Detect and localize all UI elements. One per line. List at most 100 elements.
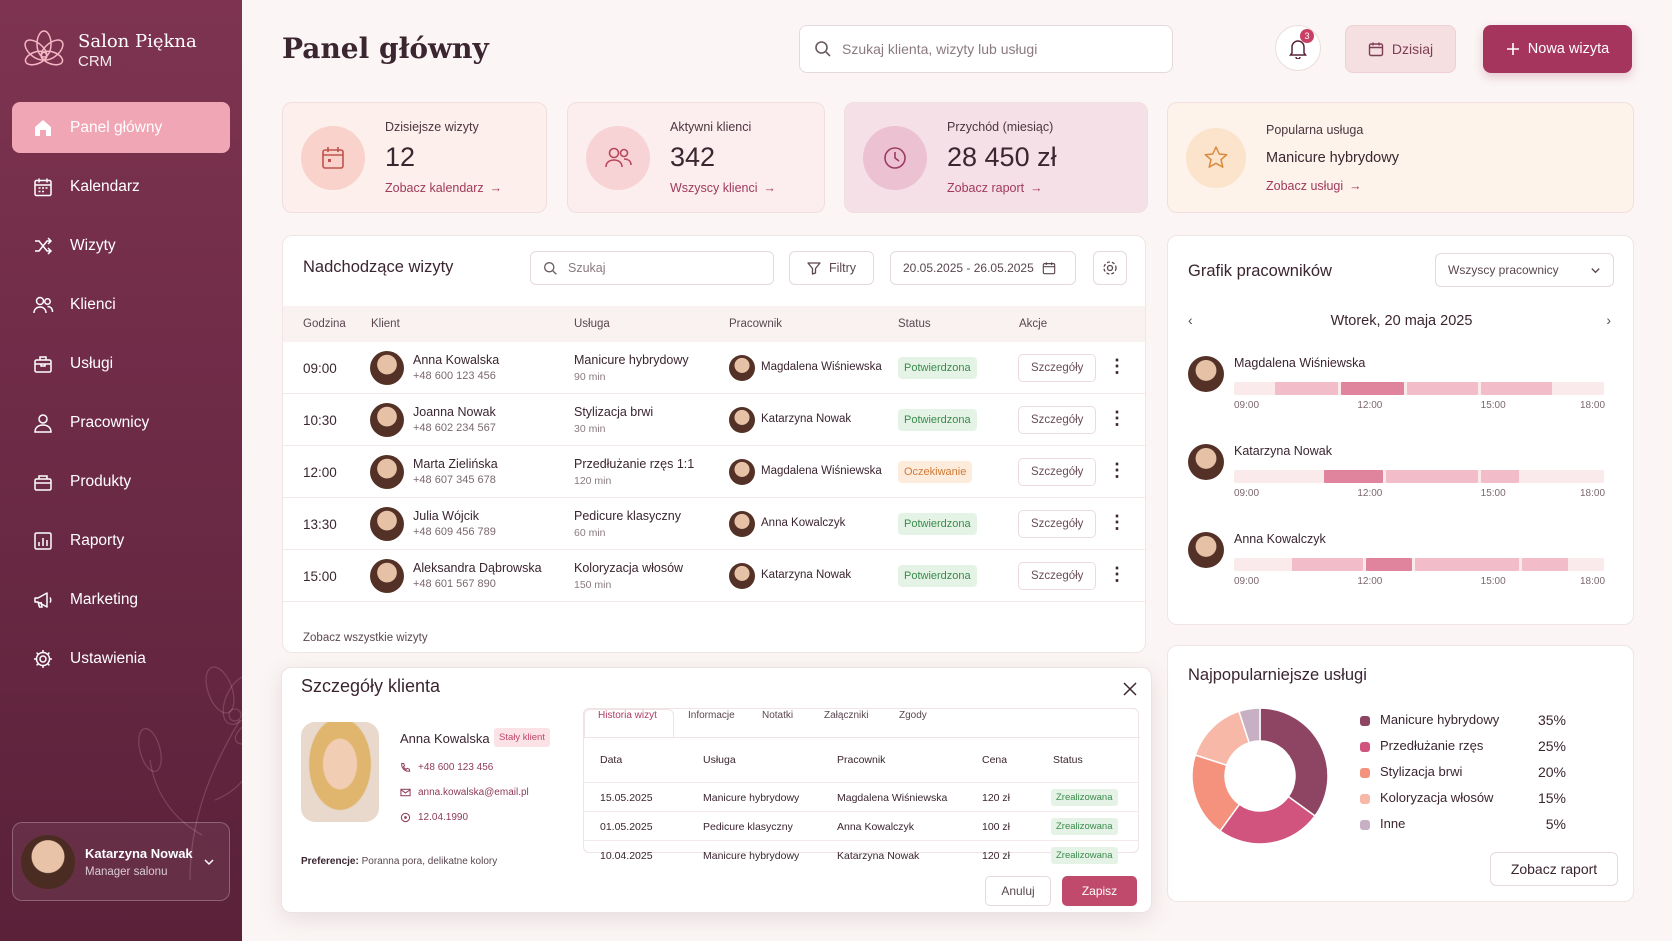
search-input[interactable]: Szukaj klienta, wizyty lub usługi [842, 41, 1038, 57]
table-row[interactable]: 12:00 Marta Zielińska +48 607 345 678 Pr… [283, 446, 1145, 498]
client-phone[interactable]: +48 600 123 456 [400, 762, 493, 773]
clock-icon [863, 125, 927, 190]
schedule-block[interactable] [1480, 470, 1519, 483]
kpi-link-services[interactable]: Zobacz usługi → [1266, 178, 1362, 193]
tab-attachments[interactable]: Załączniki [824, 710, 869, 721]
table-row[interactable]: 10:30 Joanna Nowak +48 602 234 567 Styli… [283, 394, 1145, 446]
users-icon [33, 296, 54, 313]
kpi-value: 28 450 zł [947, 142, 1057, 172]
service-name: Pedicure klasyczny [574, 509, 681, 523]
table-row[interactable]: 13:30 Julia Wójcik +48 609 456 789 Pedic… [283, 498, 1145, 550]
more-options-icon[interactable]: ⋮ [1108, 564, 1126, 584]
visit-time: 09:00 [303, 361, 337, 376]
tab-divider [584, 737, 1140, 738]
sidebar-item-shuffle[interactable]: Wizyty [12, 220, 230, 271]
details-button[interactable]: Szczegóły [1018, 458, 1097, 486]
kpi-link-calendar[interactable]: Zobacz kalendarz → [385, 181, 503, 195]
client-name[interactable]: Julia Wójcik [413, 509, 479, 523]
see-report-button[interactable]: Zobacz raport [1490, 852, 1618, 886]
client-phone: +48 602 234 567 [413, 422, 496, 434]
sidebar-item-megaphone[interactable]: Marketing [12, 574, 230, 625]
employee-filter-select[interactable]: Wszyscy pracownicy [1435, 253, 1614, 287]
sidebar-item-users[interactable]: Klienci [12, 279, 230, 330]
user-menu[interactable]: Katarzyna Nowak Manager salonu [12, 822, 230, 901]
more-options-icon[interactable]: ⋮ [1108, 512, 1126, 532]
today-button[interactable]: Dzisiaj [1345, 25, 1456, 73]
schedule-block[interactable] [1275, 382, 1338, 395]
cancel-button[interactable]: Anuluj [985, 876, 1051, 906]
details-button[interactable]: Szczegóły [1018, 562, 1097, 590]
client-name[interactable]: Marta Zielińska [413, 457, 498, 471]
arrow-right-icon: → [1030, 181, 1043, 195]
time-tick: 18:00 [1580, 400, 1606, 411]
global-search[interactable]: Szukaj klienta, wizyty lub usługi [799, 25, 1173, 73]
schedule-block[interactable] [1414, 558, 1519, 571]
client-details-panel: Szczegóły klienta Anna Kowalska Stały kl… [281, 667, 1152, 913]
col-status: Status [1053, 754, 1083, 766]
sidebar-item-gear[interactable]: Ustawienia [12, 633, 230, 684]
new-visit-button[interactable]: Nowa wizyta [1483, 25, 1632, 73]
close-icon[interactable] [1123, 682, 1137, 696]
see-all-visits-link[interactable]: Zobacz wszystkie wizyty [303, 632, 428, 644]
sidebar-item-box[interactable]: Usługi [12, 338, 230, 389]
donut-slice[interactable] [1238, 707, 1261, 744]
kpi-link-clients[interactable]: Wszyscy klienci → [670, 181, 777, 195]
prev-day-button[interactable]: ‹ [1188, 312, 1193, 328]
client-name[interactable]: Anna Kowalska [413, 353, 500, 367]
date-range-value: 20.05.2025 - 26.05.2025 [903, 261, 1034, 275]
sidebar-item-calendar[interactable]: Kalendarz [12, 161, 230, 212]
legend-item: Inne 5% [1360, 816, 1566, 834]
schedule-block[interactable] [1521, 558, 1569, 571]
kpi-label: Przychód (miesiąc) [947, 120, 1054, 134]
details-button[interactable]: Szczegóły [1018, 510, 1097, 538]
schedule-block[interactable] [1406, 382, 1478, 395]
service-name: Manicure hybrydowy [574, 353, 689, 367]
brand[interactable]: Salon Piękna CRM [24, 28, 197, 72]
sidebar-item-chart[interactable]: Raporty [12, 515, 230, 566]
tab-consents[interactable]: Zgody [899, 710, 927, 721]
schedule-block[interactable] [1324, 470, 1384, 483]
tab-info[interactable]: Informacje [688, 710, 735, 721]
col-date: Data [600, 754, 623, 766]
schedule-date: Wtorek, 20 maja 2025 [1330, 313, 1473, 329]
schedule-track [1234, 382, 1604, 395]
upcoming-search-input[interactable]: Szukaj [568, 261, 606, 275]
client-name[interactable]: Joanna Nowak [413, 405, 496, 419]
notifications-button[interactable]: 3 [1275, 25, 1321, 71]
users-icon [586, 125, 650, 190]
details-button[interactable]: Szczegóły [1018, 406, 1097, 434]
date-range-picker[interactable]: 20.05.2025 - 26.05.2025 [890, 251, 1076, 285]
client-tag-badge: Stały klient [494, 728, 550, 747]
client-name[interactable]: Aleksandra Dąbrowska [413, 561, 542, 575]
schedule-block[interactable] [1480, 382, 1552, 395]
table-row[interactable]: 09:00 Anna Kowalska +48 600 123 456 Mani… [283, 342, 1145, 394]
schedule-block[interactable] [1291, 558, 1363, 571]
calendar-icon [301, 125, 365, 190]
more-options-icon[interactable]: ⋮ [1108, 356, 1126, 376]
tab-notes[interactable]: Notatki [762, 710, 794, 721]
sidebar-item-user[interactable]: Pracownicy [12, 397, 230, 448]
tab-history[interactable]: Historia wizyt [598, 710, 657, 721]
donut-slice[interactable] [1259, 707, 1329, 818]
client-email[interactable]: anna.kowalska@email.pl [400, 787, 529, 798]
next-day-button[interactable]: › [1606, 312, 1611, 328]
table-settings-button[interactable] [1093, 251, 1127, 285]
table-row[interactable]: 15:00 Aleksandra Dąbrowska +48 601 567 8… [283, 550, 1145, 602]
kpi-link-report[interactable]: Zobacz raport → [947, 181, 1043, 195]
more-options-icon[interactable]: ⋮ [1108, 460, 1126, 480]
save-button[interactable]: Zapisz [1062, 876, 1137, 906]
sidebar-item-package[interactable]: Produkty [12, 456, 230, 507]
time-tick: 18:00 [1580, 576, 1606, 587]
history-container [583, 708, 1140, 853]
schedule-block[interactable] [1340, 382, 1404, 395]
history-date: 15.05.2025 [600, 792, 653, 804]
status-badge: Zrealizowana [1051, 818, 1118, 835]
schedule-block[interactable] [1386, 470, 1478, 483]
schedule-block[interactable] [1365, 558, 1412, 571]
details-button[interactable]: Szczegóły [1018, 354, 1097, 382]
filters-button[interactable]: Filtry [789, 251, 874, 285]
notification-badge: 3 [1300, 29, 1314, 43]
sidebar-item-home[interactable]: Panel główny [12, 102, 230, 153]
more-options-icon[interactable]: ⋮ [1108, 408, 1126, 428]
upcoming-search[interactable]: Szukaj [530, 251, 774, 285]
